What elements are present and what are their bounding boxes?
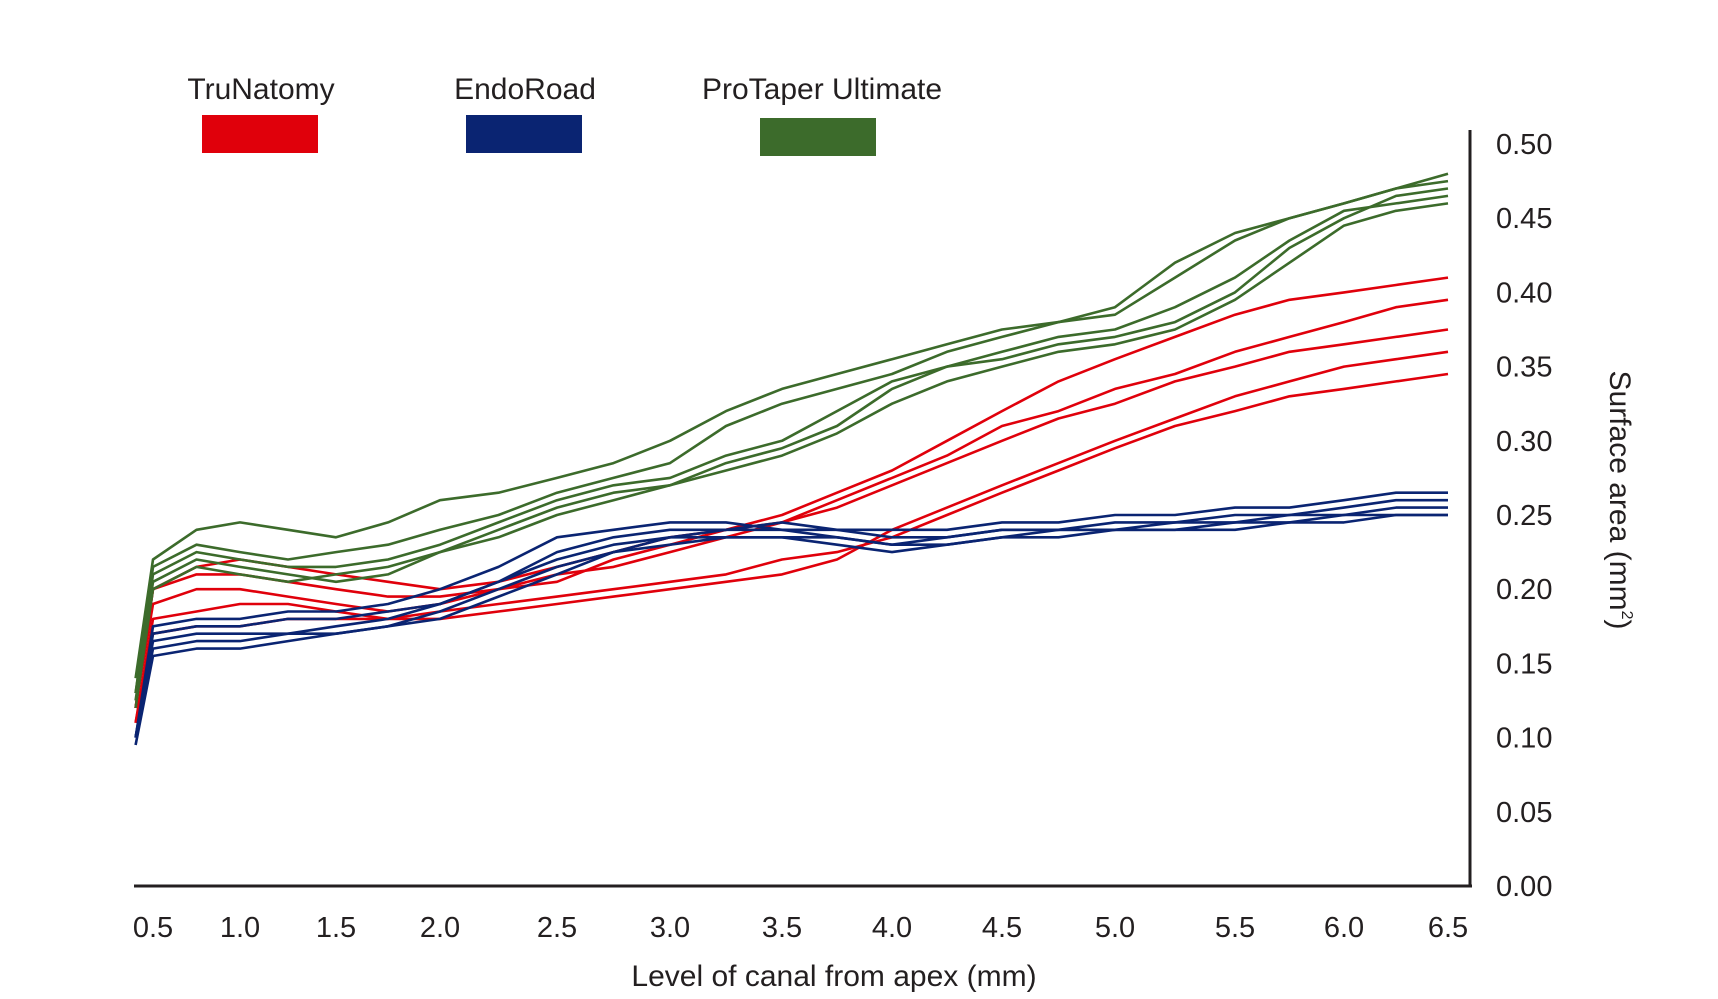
legend-label: ProTaper Ultimate (702, 73, 942, 106)
y-tick-label: 0.00 (1496, 871, 1552, 903)
y-tick-label: 0.10 (1496, 723, 1552, 755)
y-tick-label: 0.25 (1496, 500, 1552, 532)
x-tick-label: 4.0 (872, 912, 912, 944)
x-tick-label: 0.5 (133, 912, 173, 944)
y-tick-label: 0.35 (1496, 352, 1552, 384)
series-line-protaper-ultimate-2 (134, 194, 1449, 694)
x-tick-label: 3.0 (650, 912, 690, 944)
y-tick-label: 0.50 (1496, 129, 1552, 161)
series-line-protaper-ultimate-3 (134, 187, 1449, 709)
x-tick-label: 1.5 (316, 912, 356, 944)
series-lines (134, 172, 1449, 746)
y-tick-label: 0.05 (1496, 797, 1552, 829)
y-axis-title: Surface area (mm2) (1603, 371, 1636, 630)
legend-swatch (466, 115, 582, 153)
series-line-trunatomy-1 (134, 276, 1449, 709)
legend-swatch (760, 118, 876, 156)
x-tick-label: 1.0 (220, 912, 260, 944)
x-tick-labels: 0.5 1.0 1.5 2.0 2.5 3.0 3.5 4.0 4.5 5.0 5.5 6.0 6.5 (133, 912, 1468, 944)
series-line-endoroad-3 (134, 491, 1448, 738)
series-line-endoroad-4 (134, 506, 1448, 738)
legend-label: EndoRoad (454, 73, 596, 106)
y-tick-labels: 0.00 0.05 0.10 0.15 0.20 0.25 0.30 0.35 0.40 0.45… (1496, 129, 1552, 903)
x-tick-label: 6.5 (1428, 912, 1468, 944)
series-line-trunatomy-2 (134, 350, 1449, 724)
series-line-endoroad-5 (134, 513, 1448, 746)
x-axis-title: Level of canal from apex (mm) (631, 960, 1036, 993)
series-line-protaper-ultimate-1 (134, 172, 1449, 679)
y-tick-label: 0.40 (1496, 277, 1552, 309)
legend: TruNatomy EndoRoad ProTaper Ultimate (187, 73, 942, 156)
x-tick-label: 2.0 (420, 912, 460, 944)
x-tick-label: 5.5 (1215, 912, 1255, 944)
y-tick-label: 0.45 (1496, 203, 1552, 235)
series-line-trunatomy-4 (134, 372, 1449, 724)
x-tick-label: 2.5 (537, 912, 577, 944)
legend-label: TruNatomy (187, 73, 334, 106)
series-line-protaper-ultimate-5 (134, 202, 1449, 701)
y-tick-label: 0.20 (1496, 574, 1552, 606)
x-tick-label: 4.5 (982, 912, 1022, 944)
y-tick-label: 0.15 (1496, 648, 1552, 680)
y-tick-label: 0.30 (1496, 426, 1552, 458)
series-line-protaper-ultimate-4 (134, 179, 1449, 694)
x-tick-label: 6.0 (1324, 912, 1364, 944)
x-tick-label: 3.5 (762, 912, 802, 944)
x-tick-label: 5.0 (1095, 912, 1135, 944)
legend-swatch (202, 115, 318, 153)
